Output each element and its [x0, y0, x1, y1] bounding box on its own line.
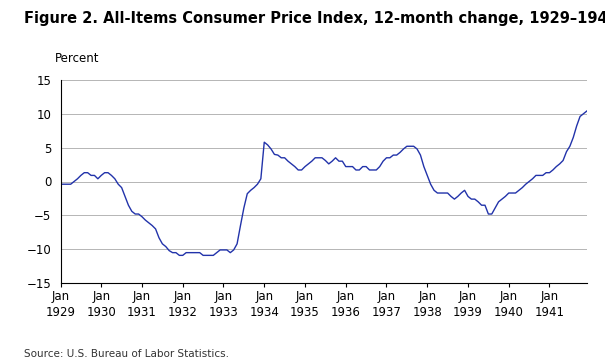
Text: Figure 2. All-Items Consumer Price Index, 12-month change, 1929–1941: Figure 2. All-Items Consumer Price Index…: [24, 11, 605, 26]
Text: Source: U.S. Bureau of Labor Statistics.: Source: U.S. Bureau of Labor Statistics.: [24, 349, 229, 359]
Text: Percent: Percent: [54, 52, 99, 65]
